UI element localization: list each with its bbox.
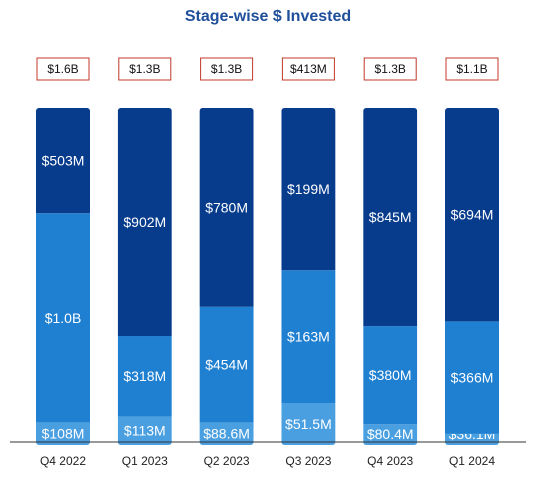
segment-label: $51.5M (285, 416, 332, 432)
bar-segment (199, 306, 254, 423)
segment-label: $454M (205, 357, 248, 373)
bar-segment (281, 270, 336, 404)
bar-segment (281, 108, 336, 271)
bar-segment (199, 422, 254, 445)
bar-segment (36, 213, 90, 423)
bar-segment (36, 108, 90, 214)
total-box (200, 57, 254, 81)
bar-segment (281, 403, 336, 445)
chart-title: Stage-wise $ Invested (185, 8, 351, 25)
category-label: Q1 2024 (449, 454, 495, 468)
bar-segment (117, 336, 172, 417)
bars-group: $108M $1.0B $503M $113M $318M $902M $88.6M $454… (36, 108, 499, 445)
segment-label: $380M (369, 367, 412, 383)
bar-segment (199, 108, 254, 307)
total-label: $1.6B (47, 62, 78, 76)
bar-segment (363, 424, 418, 445)
category-labels-group: Q4 2022 Q1 2023 Q2 2023 Q3 2023 Q4 2023 Q1 20… (40, 454, 495, 468)
category-label: Q4 2023 (367, 454, 413, 468)
bar-stack: $51.5M $163M $199M (281, 108, 336, 445)
total-box (281, 57, 335, 81)
segment-label: $780M (205, 199, 248, 215)
total-label: $1.3B (129, 62, 160, 76)
bar-stack: $108M $1.0B $503M (36, 108, 90, 445)
segment-label: $199M (287, 181, 330, 197)
bar-stack: $80.4M $380M $845M (363, 108, 418, 445)
segment-label: $80.4M (367, 426, 414, 442)
total-label: $1.1B (456, 62, 487, 76)
bar-stack: $113M $318M $902M (117, 108, 172, 445)
segment-label: $108M (42, 426, 85, 442)
total-label: $1.3B (375, 62, 406, 76)
segment-label: $902M (123, 214, 166, 230)
bar-segment (117, 108, 172, 337)
category-label: Q2 2023 (204, 454, 250, 468)
bar-stack: $36.1M$366M$694M (445, 108, 499, 445)
bar-segment (445, 321, 499, 434)
total-box (445, 57, 499, 81)
segment-label: $113M (124, 423, 166, 439)
segment-label: $845M (369, 209, 412, 225)
bar-segment (363, 108, 418, 327)
bar-segment (363, 326, 418, 425)
segment-label: $1.0B (45, 310, 82, 326)
segment-label: $318M (123, 368, 166, 384)
bar-segment (445, 433, 499, 445)
segment-label: $366M (451, 370, 494, 386)
total-box (36, 57, 90, 81)
bar-segment (117, 416, 172, 445)
bar-stack: $88.6M $454M $780M (199, 108, 254, 445)
segment-label: $694M (451, 207, 494, 223)
total-box (118, 57, 172, 81)
segment-label: $88.6M (203, 426, 250, 442)
category-label: Q3 2023 (285, 454, 331, 468)
total-box (363, 57, 417, 81)
bar-segment (36, 422, 90, 445)
category-label: Q1 2023 (122, 454, 168, 468)
total-label: $1.3B (211, 62, 242, 76)
segment-label: $503M (42, 153, 85, 169)
total-label: $413M (290, 62, 327, 76)
category-label: Q4 2022 (40, 454, 86, 468)
bar-segment (445, 108, 499, 322)
segment-label: $163M (287, 329, 330, 345)
totals-group: $1.6B $1.3B $1.3B $413M $1.3B $1.1B (36, 57, 499, 81)
